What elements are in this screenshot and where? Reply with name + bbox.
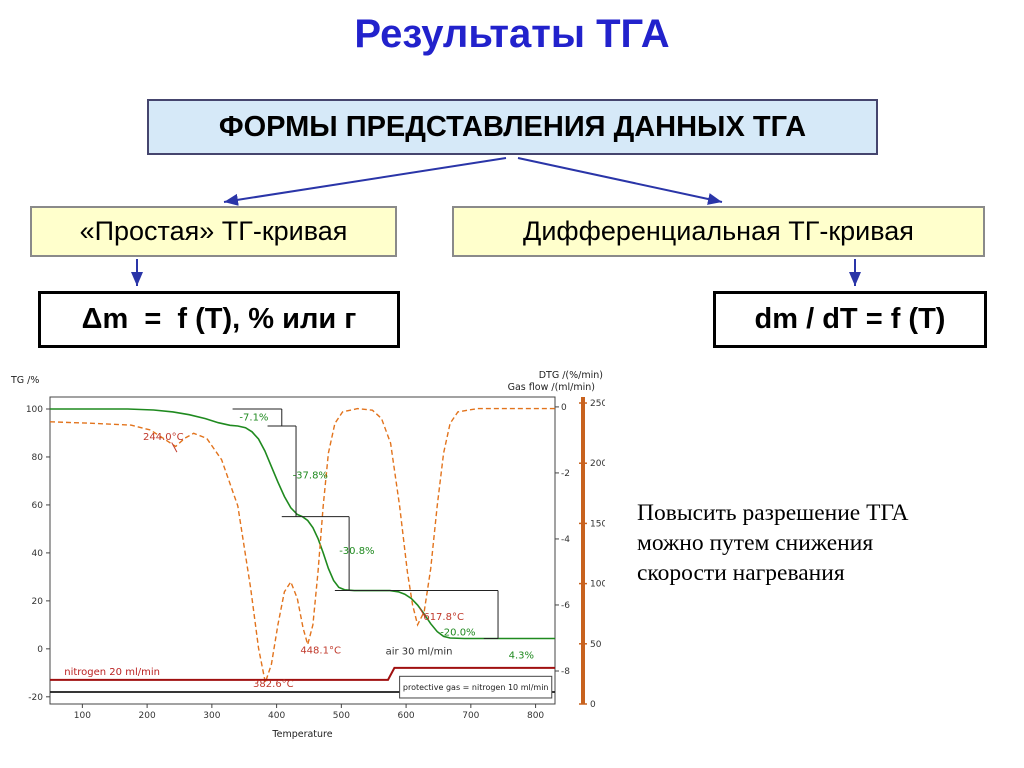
svg-text:-20: -20 <box>28 693 43 703</box>
svg-text:60: 60 <box>32 501 44 511</box>
svg-text:200: 200 <box>590 459 605 469</box>
note-text: Повысить разрешение ТГА можно путем сниж… <box>637 500 909 586</box>
svg-text:700: 700 <box>462 711 479 721</box>
svg-text:80: 80 <box>32 453 44 463</box>
svg-text:100: 100 <box>26 405 43 415</box>
gasflow-axis-label: Gas flow /(ml/min) <box>508 382 595 393</box>
svg-text:600: 600 <box>397 711 414 721</box>
x-axis-label: Temperature <box>271 729 332 740</box>
protective-gas-label: protective gas = nitrogen 10 ml/min <box>403 683 549 692</box>
chart-annotation: -7.1% <box>239 413 268 424</box>
svg-text:0: 0 <box>37 645 43 655</box>
dtg-axis-label: DTG /(%/min) <box>539 370 603 381</box>
chart-annotation: 448.1°C <box>300 646 341 657</box>
flowchart-simple-tg-box: «Простая» ТГ-кривая <box>30 206 397 257</box>
arrow-root-to-left <box>223 157 507 206</box>
purge-gas-flow <box>50 666 555 681</box>
chart-annotation: 244.0°C <box>143 432 184 443</box>
step-marker <box>419 607 426 618</box>
svg-text:20: 20 <box>32 597 44 607</box>
svg-text:40: 40 <box>32 549 44 559</box>
svg-text:150: 150 <box>590 519 605 529</box>
chart-annotation: air 30 ml/min <box>386 647 453 658</box>
arrow-root-to-right <box>517 157 723 205</box>
svg-text:200: 200 <box>139 711 156 721</box>
chart-annotation: -30.8% <box>339 546 374 557</box>
svg-text:0: 0 <box>561 403 567 413</box>
page-title: Результаты ТГА <box>354 12 670 56</box>
formula-delta-m-box: Δm = f (T), % или г <box>38 291 400 348</box>
svg-text:300: 300 <box>203 711 220 721</box>
svg-text:-8: -8 <box>561 667 570 677</box>
dtg-curve <box>49 407 555 686</box>
svg-text:-6: -6 <box>561 601 570 611</box>
svg-text:50: 50 <box>590 640 602 650</box>
tg-axis-label: TG /% <box>10 375 39 386</box>
tga-chart: 100 200 300 400 500 600 700 800 100 80 60 40 20 0 -20 0… <box>5 369 607 761</box>
tga-plot: 100 200 300 400 500 600 700 800100806040200-200… <box>10 370 607 740</box>
flowchart-root-box: ФОРМЫ ПРЕДСТАВЛЕНИЯ ДАННЫХ ТГА <box>147 99 878 155</box>
svg-text:-4: -4 <box>561 535 570 545</box>
chart-annotation: 382.6°C <box>253 679 294 690</box>
chart-annotation: 4.3% <box>509 650 534 661</box>
chart-annotation: -37.8% <box>293 471 328 482</box>
svg-text:0: 0 <box>590 700 596 710</box>
svg-text:100: 100 <box>74 711 91 721</box>
svg-text:800: 800 <box>527 711 544 721</box>
svg-text:-2: -2 <box>561 469 570 479</box>
svg-text:100: 100 <box>590 580 605 590</box>
chart-annotation: nitrogen 20 ml/min <box>64 667 160 678</box>
protective-gas-label-box <box>399 675 553 699</box>
step-marker <box>171 442 178 453</box>
formula-dm-dt-box: dm / dT = f (T) <box>713 291 987 348</box>
svg-text:400: 400 <box>268 711 285 721</box>
svg-text:250: 250 <box>590 399 605 409</box>
svg-text:500: 500 <box>333 711 350 721</box>
chart-annotation: -20.0% <box>440 628 475 639</box>
flowchart-differential-tg-box: Дифференциальная ТГ-кривая <box>452 206 985 257</box>
chart-annotation: 617.8°C <box>423 612 464 623</box>
